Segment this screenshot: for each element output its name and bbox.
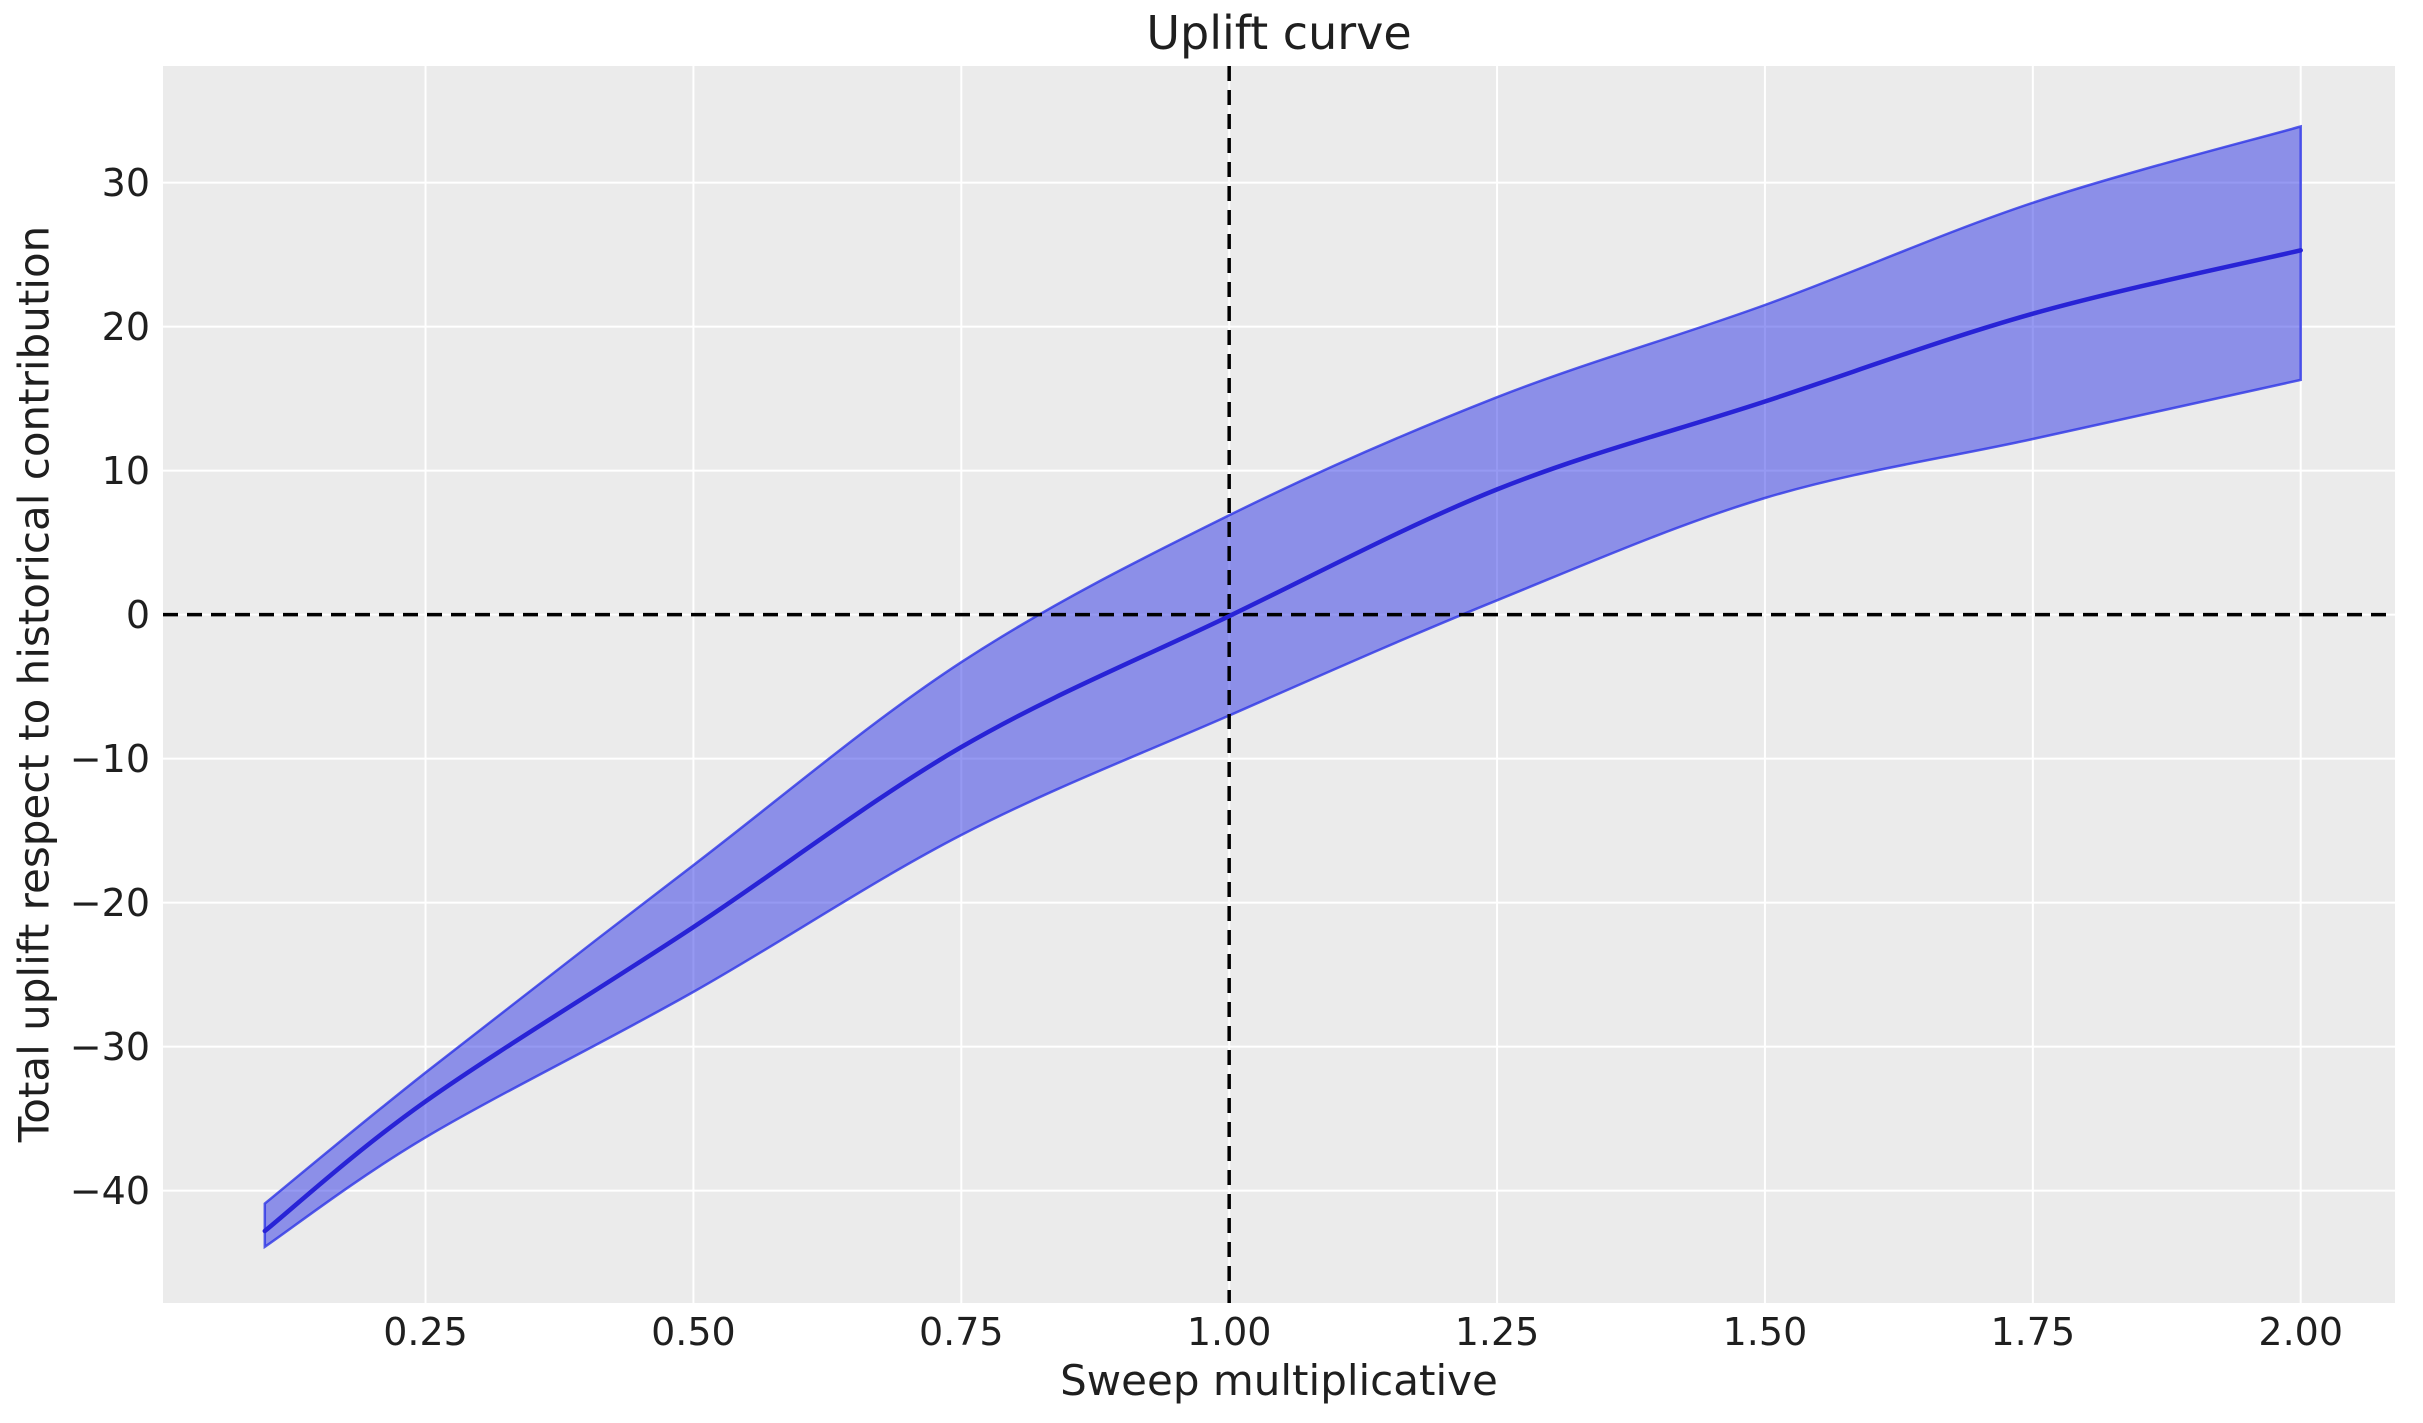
y-tick-label: −10 bbox=[69, 736, 150, 781]
y-tick-label: 30 bbox=[101, 160, 150, 205]
x-tick-label: 0.25 bbox=[383, 1310, 468, 1354]
y-tick-label: 10 bbox=[101, 448, 150, 493]
x-tick-label: 1.75 bbox=[1990, 1310, 2076, 1354]
y-tick-label: −40 bbox=[69, 1168, 150, 1213]
x-tick-label: 2.00 bbox=[2258, 1310, 2344, 1354]
x-axis-label: Sweep multiplicative bbox=[1060, 1356, 1498, 1405]
chart-title: Uplift curve bbox=[1146, 6, 1412, 60]
x-tick-label: 1.00 bbox=[1186, 1310, 1272, 1354]
y-tick-label: 20 bbox=[101, 304, 150, 349]
y-tick-label: 0 bbox=[125, 592, 150, 637]
x-tick-label: 1.50 bbox=[1722, 1310, 1808, 1354]
x-tick-label: 0.75 bbox=[918, 1310, 1004, 1354]
confidence-band bbox=[263, 124, 2302, 1250]
y-axis-label: Total uplift respect to historical contr… bbox=[9, 225, 59, 1143]
mean-uplift-line bbox=[262, 248, 2303, 1234]
y-tick-label: −30 bbox=[69, 1024, 150, 1069]
x-tick-label: 1.25 bbox=[1454, 1310, 1540, 1354]
x-tick-label: 0.50 bbox=[651, 1310, 736, 1354]
y-tick-label: −20 bbox=[69, 880, 150, 925]
